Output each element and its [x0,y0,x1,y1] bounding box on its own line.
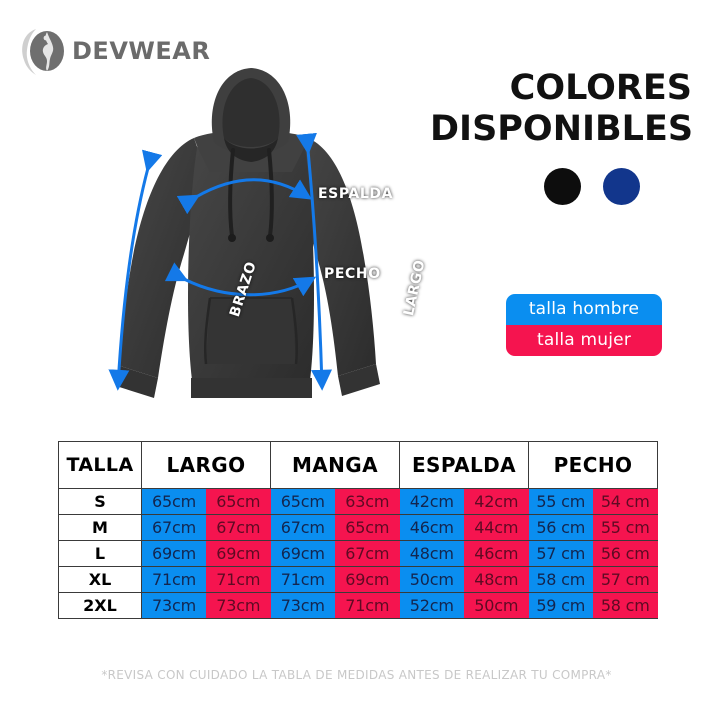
table-row: S 65cm 65cm 65cm 63cm 42cm 42cm 55 cm 54 cm [58,488,658,515]
cell-largo-mujer: 69cm [206,540,271,567]
header-manga: MANGA [270,441,400,489]
table-row: L 69cm 69cm 69cm 67cm 48cm 46cm 57 cm 56 cm [58,540,658,567]
cell-pecho-mujer: 55 cm [593,514,658,541]
cell-talla: M [58,514,142,541]
cell-manga-mujer: 71cm [335,592,400,619]
cell-espalda-mujer: 48cm [464,566,529,593]
table-row: XL 71cm 71cm 71cm 69cm 50cm 48cm 58 cm 57 cm [58,566,658,593]
cell-pecho-hombre: 58 cm [528,566,593,593]
cell-manga-mujer: 65cm [335,514,400,541]
cell-manga-hombre: 71cm [270,566,335,593]
cell-largo-mujer: 73cm [206,592,271,619]
color-swatch-azul-marino[interactable] [603,168,640,205]
cell-pecho-mujer: 58 cm [593,592,658,619]
cell-talla: S [58,488,142,515]
cell-pecho-mujer: 57 cm [593,566,658,593]
header-talla: TALLA [58,441,142,489]
label-pecho: PECHO [324,266,381,282]
cell-manga-hombre: 67cm [270,514,335,541]
hoodie-diagram: ESPALDA PECHO BRAZO LARGO [96,46,428,424]
cell-largo-mujer: 71cm [206,566,271,593]
cell-pecho-hombre: 56 cm [528,514,593,541]
cell-pecho-mujer: 54 cm [593,488,658,515]
cell-largo-mujer: 67cm [206,514,271,541]
footer-note: *REVISA CON CUIDADO LA TABLA DE MEDIDAS … [101,668,612,682]
cell-largo-hombre: 71cm [141,566,206,593]
brand-logo: DEVWEAR [14,22,210,80]
colores-title-line2: DISPONIBLES [430,109,694,149]
table-row: 2XL 73cm 73cm 73cm 71cm 52cm 50cm 59 cm 58 cm [58,592,658,619]
cell-espalda-hombre: 50cm [399,566,464,593]
cell-talla: XL [58,566,142,593]
table-header-row: TALLA LARGO MANGA ESPALDA PECHO [58,441,658,489]
cell-pecho-hombre: 59 cm [528,592,593,619]
cell-espalda-mujer: 44cm [464,514,529,541]
cell-manga-hombre: 73cm [270,592,335,619]
colores-title-line1: COLORES [509,68,692,108]
table-row: M 67cm 67cm 67cm 65cm 46cm 44cm 56 cm 55 cm [58,514,658,541]
cell-espalda-hombre: 42cm [399,488,464,515]
cell-manga-hombre: 65cm [270,488,335,515]
brand-name: DEVWEAR [72,37,211,65]
cell-pecho-mujer: 56 cm [593,540,658,567]
header-largo: LARGO [141,441,271,489]
cell-manga-mujer: 67cm [335,540,400,567]
cell-espalda-mujer: 42cm [464,488,529,515]
color-swatch-list [430,168,692,205]
label-espalda: ESPALDA [318,186,394,202]
cell-manga-mujer: 63cm [335,488,400,515]
cell-talla: L [58,540,142,567]
cell-espalda-hombre: 48cm [399,540,464,567]
cell-espalda-hombre: 52cm [399,592,464,619]
size-legend: talla hombre talla mujer [506,294,662,356]
size-chart-table: TALLA LARGO MANGA ESPALDA PECHO S 65cm 65c… [58,441,658,619]
devwear-emblem-icon [14,23,70,79]
header-pecho: PECHO [528,441,658,489]
cell-manga-hombre: 69cm [270,540,335,567]
table-body: S 65cm 65cm 65cm 63cm 42cm 42cm 55 cm 54 cm M 67cm… [58,488,658,619]
cell-largo-hombre: 65cm [141,488,206,515]
cell-largo-mujer: 65cm [206,488,271,515]
cell-espalda-mujer: 50cm [464,592,529,619]
cell-manga-mujer: 69cm [335,566,400,593]
cell-pecho-hombre: 55 cm [528,488,593,515]
legend-talla-hombre: talla hombre [506,294,662,325]
cell-largo-hombre: 73cm [141,592,206,619]
cell-pecho-hombre: 57 cm [528,540,593,567]
cell-espalda-mujer: 46cm [464,540,529,567]
colores-disponibles-section: COLORES DISPONIBLES [430,68,694,150]
color-swatch-negro[interactable] [544,168,581,205]
cell-talla: 2XL [58,592,142,619]
legend-talla-mujer: talla mujer [506,325,662,356]
cell-largo-hombre: 67cm [141,514,206,541]
cell-largo-hombre: 69cm [141,540,206,567]
cell-espalda-hombre: 46cm [399,514,464,541]
header-espalda: ESPALDA [399,441,529,489]
